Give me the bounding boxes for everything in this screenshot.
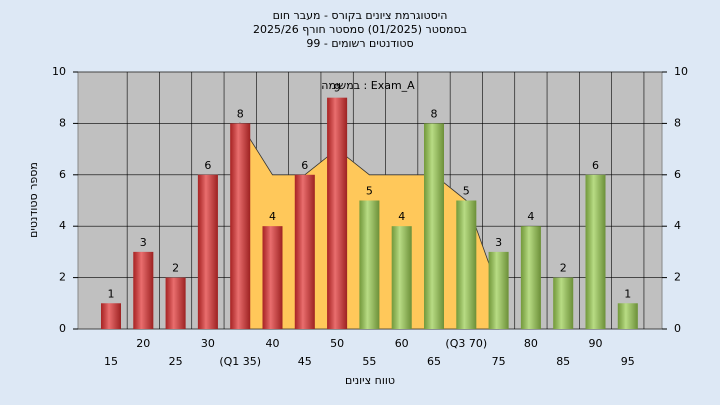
chart-subtitle: סטודנטים רשומים - 99 <box>306 37 413 50</box>
value-label: 5 <box>366 185 373 198</box>
bar-shade <box>327 97 348 329</box>
bar-shade <box>230 123 251 330</box>
chart-title: היסטוגרמת ציונים בקורס - מעבר חום <box>273 9 448 22</box>
value-label: 1 <box>624 287 631 300</box>
value-label: 3 <box>140 236 147 249</box>
bar-shade <box>553 277 574 329</box>
x-axis-label: טווח ציונים <box>345 374 395 387</box>
x-tick-label: (Q1 35) <box>219 355 261 368</box>
bar-shade <box>133 251 154 329</box>
y2-tick-label: 0 <box>674 322 681 335</box>
value-label: 4 <box>269 210 276 223</box>
value-label: 2 <box>560 262 567 275</box>
y2-tick-label: 2 <box>674 271 681 284</box>
bar-shade <box>585 174 606 329</box>
y-tick-label: 4 <box>59 219 66 232</box>
value-label: 4 <box>527 210 534 223</box>
value-label: 9 <box>334 82 341 95</box>
bar-shade <box>359 200 380 329</box>
x-tick-label: 25 <box>169 355 183 368</box>
x-tick-label: 85 <box>556 355 570 368</box>
value-label: 6 <box>301 159 308 172</box>
x-tick-label: 50 <box>330 337 344 350</box>
y-tick-label: 10 <box>52 65 66 78</box>
x-tick-label: 60 <box>395 337 409 350</box>
x-tick-label: 65 <box>427 355 441 368</box>
value-label: 3 <box>495 236 502 249</box>
bar-shade <box>101 303 121 329</box>
x-tick-label: 95 <box>621 355 635 368</box>
value-label: 4 <box>398 210 405 223</box>
y2-tick-label: 8 <box>674 116 681 129</box>
x-tick-label: 90 <box>589 337 603 350</box>
bar-shade <box>262 226 283 329</box>
y-tick-label: 8 <box>59 116 66 129</box>
y-tick-label: 6 <box>59 168 66 181</box>
x-tick-label: 15 <box>104 355 118 368</box>
bar-shade <box>617 303 638 329</box>
y2-tick-label: 6 <box>674 168 681 181</box>
y-tick-label: 2 <box>59 271 66 284</box>
bar-shade <box>520 226 541 329</box>
x-tick-label: 80 <box>524 337 538 350</box>
value-label: 6 <box>592 159 599 172</box>
value-label: 6 <box>204 159 211 172</box>
x-tick-label: 75 <box>492 355 506 368</box>
value-label: 2 <box>172 262 179 275</box>
bar-shade <box>488 251 509 329</box>
x-tick-label: 55 <box>362 355 376 368</box>
bar-shade <box>456 200 477 329</box>
bar-shade <box>197 174 218 329</box>
x-tick-label: 45 <box>298 355 312 368</box>
bar-shade <box>165 277 186 329</box>
y-tick-label: 0 <box>59 322 66 335</box>
x-tick-label: 40 <box>266 337 280 350</box>
y-axis-label: מספר סטודנטים <box>27 162 40 238</box>
value-label: 8 <box>431 107 438 120</box>
y2-tick-label: 4 <box>674 219 681 232</box>
x-tick-label: 20 <box>136 337 150 350</box>
y2-tick-label: 10 <box>674 65 688 78</box>
bar-shade <box>391 226 412 329</box>
value-label: 5 <box>463 185 470 198</box>
value-label: 1 <box>108 287 115 300</box>
bar-shade <box>294 174 315 329</box>
annotation: במשימה : Exam_A <box>321 79 415 92</box>
bar-shade <box>424 123 444 330</box>
x-tick-label: 30 <box>201 337 215 350</box>
chart-subtitle: בסמסטר (01/2025) סמסטר חורף 2025/26 <box>253 23 467 36</box>
value-label: 8 <box>237 107 244 120</box>
x-tick-label: (Q3 70) <box>445 337 487 350</box>
